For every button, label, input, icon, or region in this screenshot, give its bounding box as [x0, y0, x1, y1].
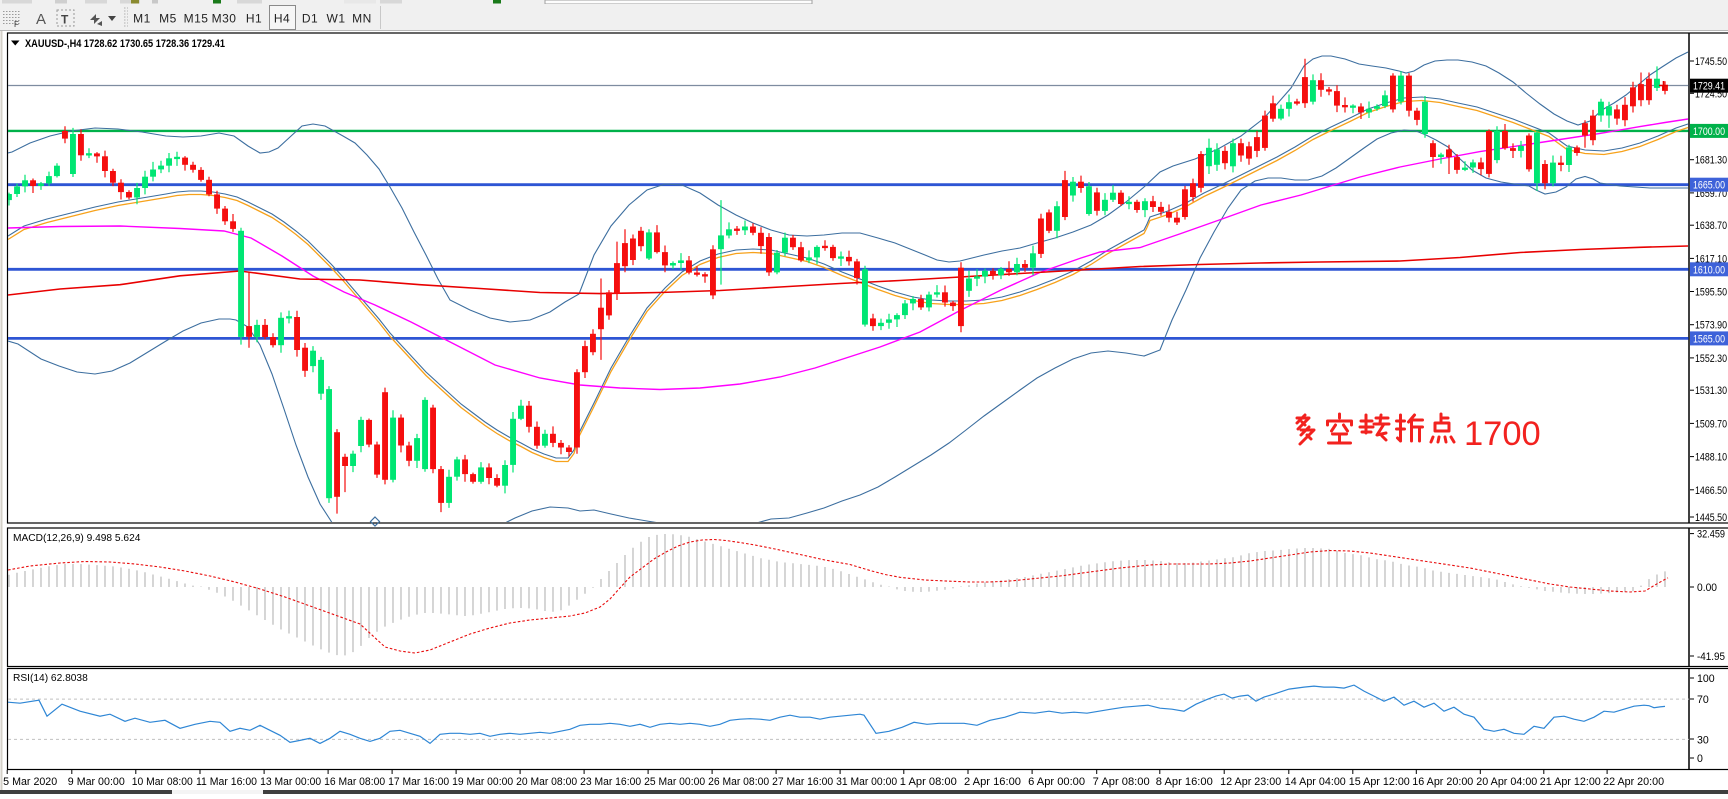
svg-text:21 Apr 12:00: 21 Apr 12:00: [1540, 776, 1601, 788]
svg-text:17 Mar 16:00: 17 Mar 16:00: [388, 776, 449, 788]
svg-text:1665.00: 1665.00: [1693, 180, 1725, 192]
svg-text:11 Mar 16:00: 11 Mar 16:00: [196, 776, 257, 788]
svg-text:1565.00: 1565.00: [1693, 333, 1725, 345]
svg-text:-41.95: -41.95: [1697, 651, 1725, 663]
svg-text:8 Apr 16:00: 8 Apr 16:00: [1156, 776, 1213, 788]
svg-text:20 Apr 04:00: 20 Apr 04:00: [1476, 776, 1537, 788]
svg-text:10 Mar 08:00: 10 Mar 08:00: [132, 776, 193, 788]
svg-text:1552.30: 1552.30: [1695, 353, 1727, 365]
svg-text:27 Mar 16:00: 27 Mar 16:00: [772, 776, 833, 788]
svg-text:RSI(14) 62.8038: RSI(14) 62.8038: [13, 673, 88, 684]
svg-text:1 Apr 08:00: 1 Apr 08:00: [900, 776, 957, 788]
svg-text:9 Mar 00:00: 9 Mar 00:00: [68, 776, 125, 788]
svg-text:M30: M30: [212, 12, 237, 26]
svg-text:1445.50: 1445.50: [1695, 512, 1727, 524]
svg-text:20 Mar 08:00: 20 Mar 08:00: [516, 776, 577, 788]
svg-text:D1: D1: [302, 12, 318, 26]
svg-text:30: 30: [1697, 734, 1709, 746]
svg-text:22 Apr 20:00: 22 Apr 20:00: [1603, 776, 1664, 788]
svg-text:M15: M15: [184, 12, 209, 26]
svg-text:16 Mar 08:00: 16 Mar 08:00: [324, 776, 385, 788]
svg-text:23 Mar 16:00: 23 Mar 16:00: [580, 776, 641, 788]
svg-text:0: 0: [1697, 753, 1703, 765]
svg-text:M1: M1: [133, 12, 151, 26]
svg-text:MN: MN: [352, 12, 372, 26]
svg-text:M5: M5: [159, 12, 177, 26]
svg-text:32.459: 32.459: [1697, 529, 1725, 541]
svg-text:25 Mar 00:00: 25 Mar 00:00: [644, 776, 705, 788]
svg-text:1488.10: 1488.10: [1695, 452, 1727, 464]
svg-text:H1: H1: [246, 12, 262, 26]
svg-text:26 Mar 08:00: 26 Mar 08:00: [708, 776, 769, 788]
svg-text:14 Apr 04:00: 14 Apr 04:00: [1285, 776, 1346, 788]
svg-text:XAUUSD-,H4 1728.62 1730.65 17: XAUUSD-,H4 1728.62 1730.65 1728.36 1729.…: [25, 38, 225, 50]
svg-text:12 Apr 23:00: 12 Apr 23:00: [1220, 776, 1281, 788]
svg-text:1610.00: 1610.00: [1693, 264, 1725, 276]
svg-text:1595.50: 1595.50: [1695, 287, 1727, 299]
svg-text:1531.30: 1531.30: [1695, 385, 1727, 397]
svg-text:15 Apr 12:00: 15 Apr 12:00: [1349, 776, 1410, 788]
svg-text:6 Apr 00:00: 6 Apr 00:00: [1028, 776, 1085, 788]
svg-text:1573.90: 1573.90: [1695, 320, 1727, 332]
svg-text:W1: W1: [327, 12, 346, 26]
svg-text:2 Apr 16:00: 2 Apr 16:00: [964, 776, 1021, 788]
svg-text:5 Mar 2020: 5 Mar 2020: [3, 776, 57, 788]
svg-text:MACD(12,26,9) 9.498 5.624: MACD(12,26,9) 9.498 5.624: [13, 533, 141, 544]
svg-text:0.00: 0.00: [1697, 582, 1717, 594]
svg-text:1638.70: 1638.70: [1695, 220, 1727, 232]
svg-text:1700: 1700: [1464, 415, 1541, 453]
svg-text:1745.50: 1745.50: [1695, 56, 1727, 68]
svg-text:16 Apr 20:00: 16 Apr 20:00: [1412, 776, 1473, 788]
svg-text:A: A: [36, 11, 46, 28]
svg-text:100: 100: [1697, 673, 1715, 685]
svg-text:1466.50: 1466.50: [1695, 485, 1727, 497]
svg-text:1509.70: 1509.70: [1695, 418, 1727, 430]
svg-text:70: 70: [1697, 694, 1709, 706]
svg-text:1700.00: 1700.00: [1693, 126, 1725, 138]
svg-text:7 Apr 08:00: 7 Apr 08:00: [1093, 776, 1150, 788]
svg-text:1681.30: 1681.30: [1695, 155, 1727, 167]
svg-text:H4: H4: [274, 12, 290, 26]
svg-text:19 Mar 00:00: 19 Mar 00:00: [452, 776, 513, 788]
svg-text:T: T: [61, 13, 69, 27]
svg-text:31 Mar 00:00: 31 Mar 00:00: [836, 776, 897, 788]
svg-text:13 Mar 00:00: 13 Mar 00:00: [260, 776, 321, 788]
svg-text:F: F: [14, 20, 19, 29]
svg-text:1729.41: 1729.41: [1693, 81, 1725, 93]
